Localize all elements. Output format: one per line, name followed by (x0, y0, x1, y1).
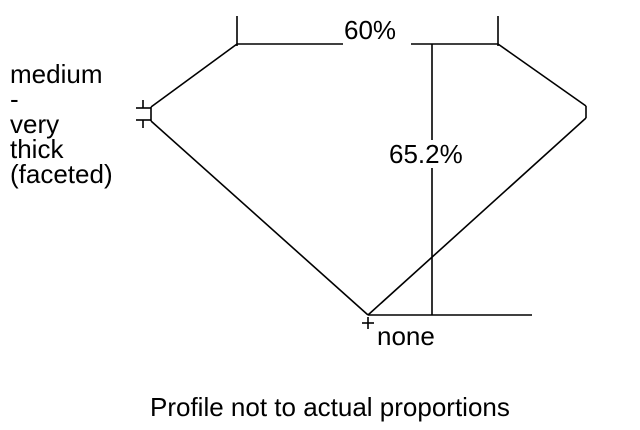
table-percent-label: 60% (344, 15, 397, 45)
girdle-label-line: - (10, 84, 19, 114)
crown-left (150, 43, 238, 108)
pavilion-right (367, 117, 587, 316)
girdle-label-line: medium (10, 59, 103, 89)
pavilion-left (150, 120, 369, 316)
culet-label: none (377, 321, 435, 351)
girdle-label-line: (faceted) (10, 159, 113, 189)
depth-percent-label: 65.2% (389, 139, 463, 169)
girdle-label-line: thick (10, 134, 64, 164)
depth-label-bg (388, 140, 484, 168)
table-label-bg (343, 30, 411, 58)
crown-right (497, 43, 587, 107)
girdle-label-line: very (10, 109, 60, 139)
girdle-label: medium - very thick (faceted) (10, 59, 113, 189)
footer-note: Profile not to actual proportions (150, 392, 510, 422)
